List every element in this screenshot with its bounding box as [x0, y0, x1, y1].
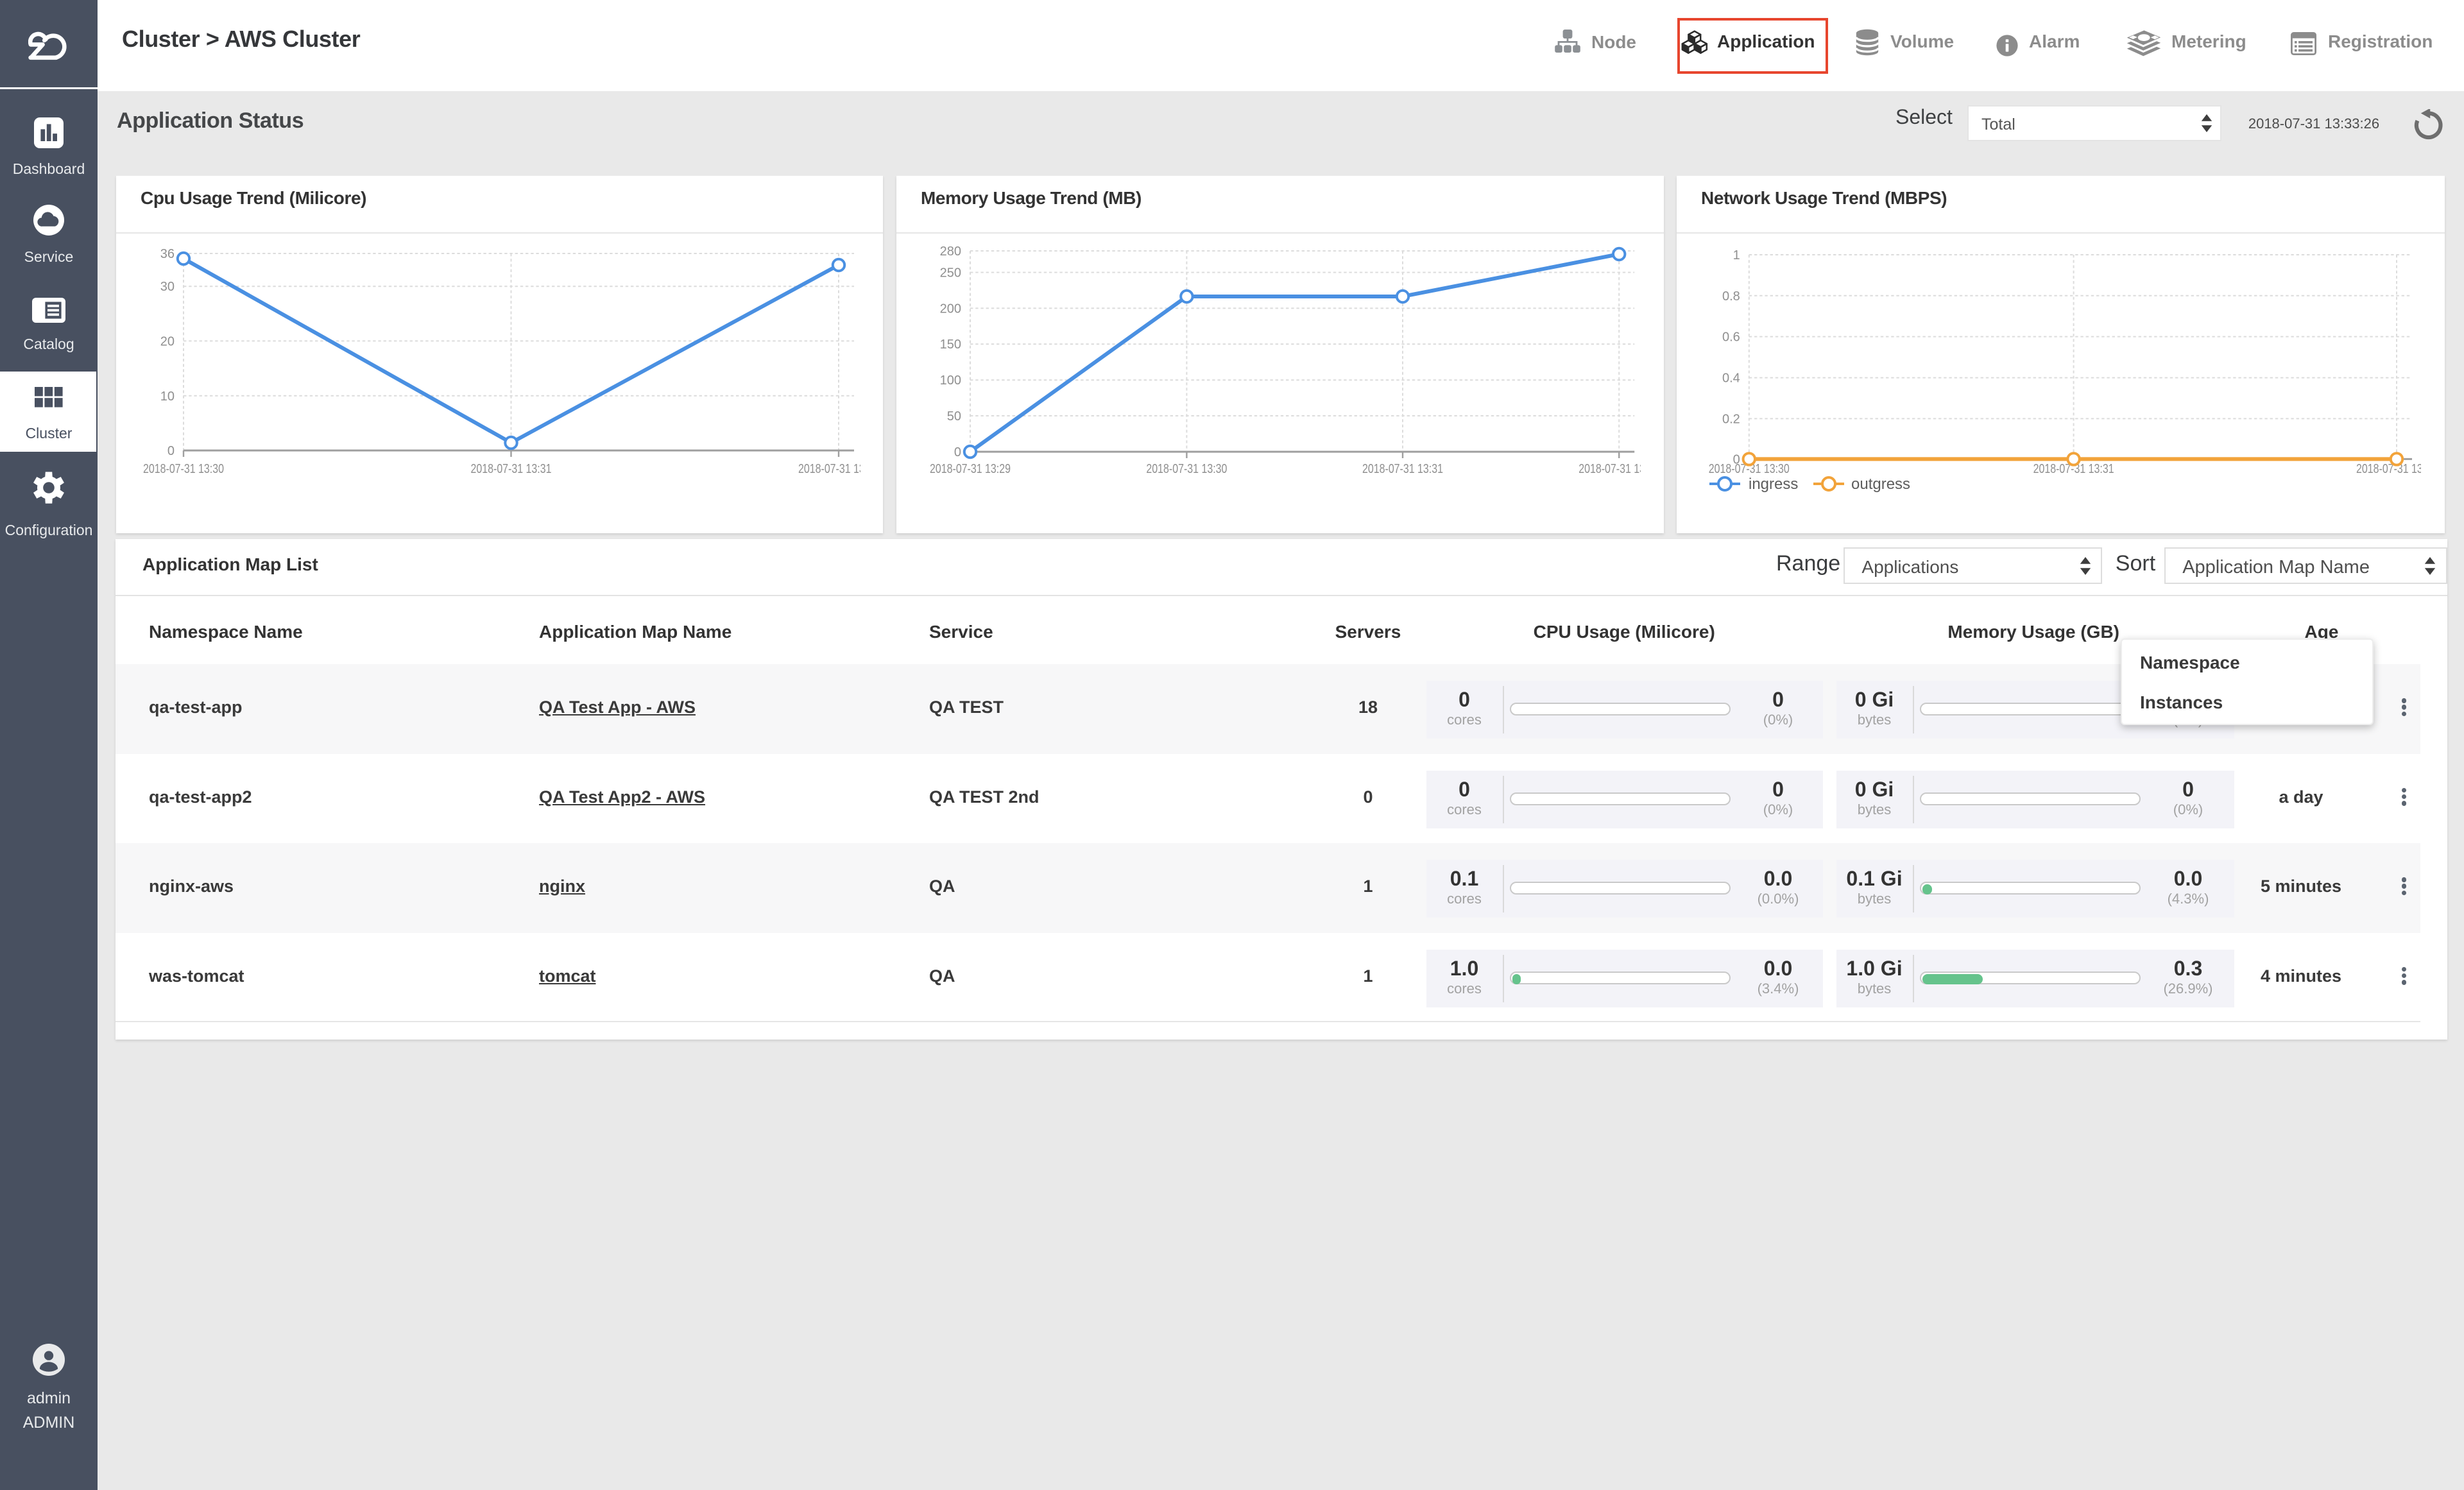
svg-text:50: 50 [947, 409, 961, 424]
svg-text:2018-07-31 13:32: 2018-07-31 13:32 [2356, 462, 2421, 476]
svg-text:20: 20 [160, 334, 175, 348]
svg-text:0: 0 [954, 445, 961, 459]
svg-text:2018-07-31 13:32: 2018-07-31 13:32 [798, 462, 860, 476]
svg-text:0.2: 0.2 [1722, 412, 1740, 426]
svg-text:ingress: ingress [1749, 475, 1798, 493]
svg-text:2018-07-31 13:30: 2018-07-31 13:30 [143, 462, 224, 476]
svg-text:2018-07-31 13:31: 2018-07-31 13:31 [2033, 462, 2114, 476]
svg-text:30: 30 [160, 280, 175, 294]
svg-text:0: 0 [1733, 452, 1740, 467]
svg-text:0: 0 [167, 444, 175, 458]
svg-text:2018-07-31 13:32: 2018-07-31 13:32 [1579, 462, 1641, 476]
svg-text:2018-07-31 13:31: 2018-07-31 13:31 [1362, 462, 1443, 476]
svg-text:2018-07-31 13:31: 2018-07-31 13:31 [471, 462, 552, 476]
svg-text:36: 36 [160, 247, 175, 261]
svg-text:0.8: 0.8 [1722, 289, 1740, 304]
svg-text:2018-07-31 13:30: 2018-07-31 13:30 [1146, 462, 1227, 476]
svg-text:1: 1 [1733, 248, 1740, 262]
svg-text:250: 250 [940, 266, 961, 280]
svg-text:280: 280 [940, 244, 961, 259]
svg-text:10: 10 [160, 390, 175, 404]
svg-text:200: 200 [940, 302, 961, 316]
svg-text:150: 150 [940, 338, 961, 352]
svg-text:100: 100 [940, 373, 961, 388]
svg-text:0.6: 0.6 [1722, 330, 1740, 345]
svg-text:outgress: outgress [1851, 475, 1910, 493]
svg-text:2018-07-31 13:29: 2018-07-31 13:29 [930, 462, 1011, 476]
svg-text:0.4: 0.4 [1722, 372, 1740, 386]
svg-text:2018-07-31 13:30: 2018-07-31 13:30 [1709, 462, 1790, 476]
